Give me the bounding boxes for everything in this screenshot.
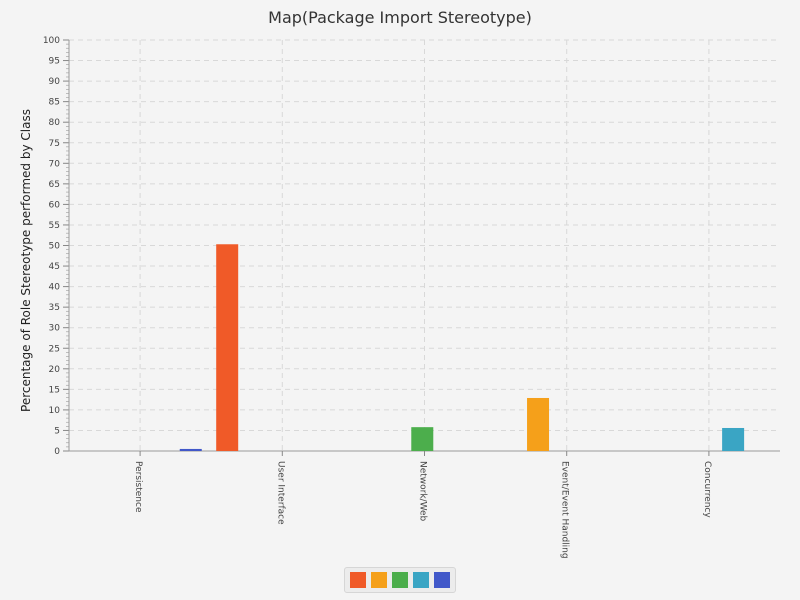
y-tick-label: 5	[54, 426, 60, 436]
bar	[179, 448, 202, 451]
category-label: Network/Web	[418, 461, 428, 522]
y-tick-label: 100	[43, 36, 60, 46]
legend-swatch	[350, 572, 366, 588]
y-tick-label: 55	[49, 221, 60, 231]
y-tick-label: 75	[49, 139, 60, 149]
y-tick-label: 45	[49, 262, 60, 272]
bar	[411, 427, 434, 451]
y-tick-label: 85	[49, 98, 60, 108]
y-tick-label: 30	[49, 324, 61, 334]
category-label: Concurrency	[702, 461, 712, 518]
legend-swatch	[413, 572, 429, 588]
y-tick-label: 40	[49, 283, 61, 293]
y-tick-label: 35	[49, 303, 60, 313]
y-tick-label: 65	[49, 180, 60, 190]
y-tick-label: 15	[49, 385, 60, 395]
y-tick-label: 25	[49, 344, 60, 354]
y-tick-label: 0	[54, 447, 60, 457]
y-tick-label: 20	[49, 365, 61, 375]
legend	[344, 567, 456, 593]
category-label: Event/Event Handling	[560, 461, 570, 559]
bar	[216, 244, 239, 451]
y-tick-label: 60	[49, 200, 61, 210]
legend-swatch	[434, 572, 450, 588]
bar	[722, 427, 745, 451]
category-label: User Interface	[275, 461, 285, 525]
y-tick-label: 80	[49, 118, 61, 128]
y-tick-label: 10	[49, 406, 61, 416]
category-label: Persistence	[133, 461, 143, 513]
y-tick-label: 70	[49, 159, 61, 169]
chart-title: Map(Package Import Stereotype)	[268, 8, 532, 27]
y-tick-label: 95	[49, 57, 60, 67]
y-tick-label: 50	[49, 242, 61, 252]
bar	[527, 397, 550, 451]
legend-swatch	[392, 572, 408, 588]
legend-swatch	[371, 572, 387, 588]
y-axis-label: Percentage of Role Stereotype performed …	[19, 109, 33, 412]
y-tick-label: 90	[49, 77, 61, 87]
